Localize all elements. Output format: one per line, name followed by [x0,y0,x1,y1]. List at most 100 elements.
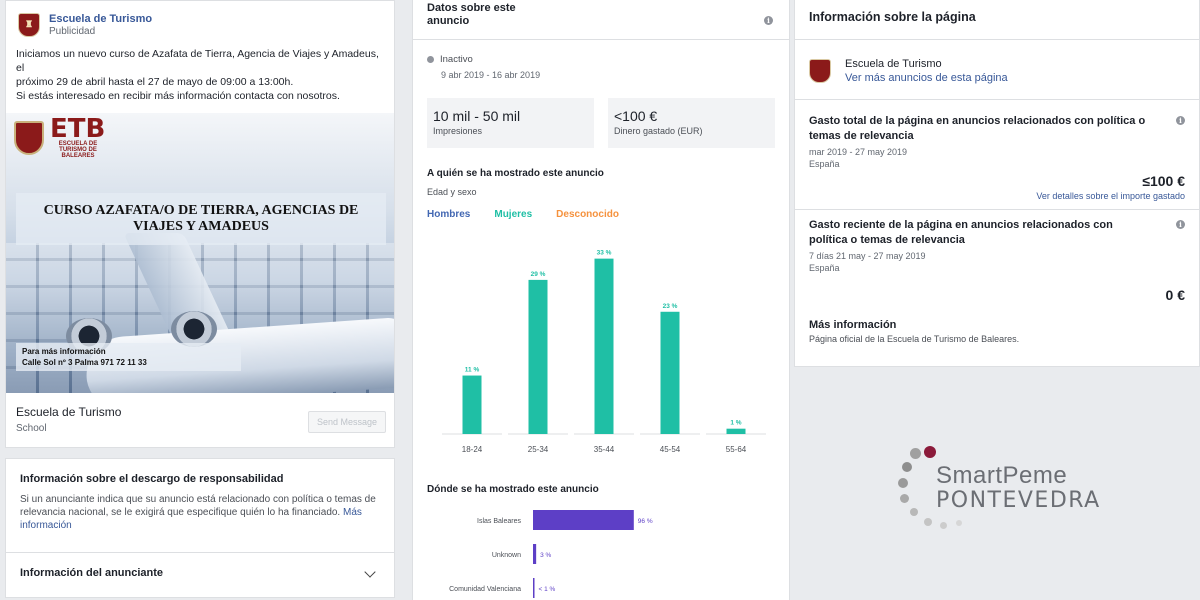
audience-title: A quién se ha mostrado este anuncio [427,168,604,179]
page-name[interactable]: Escuela de Turismo [845,57,942,70]
more-info-link[interactable]: Más información [20,507,362,531]
ad-post: ♜ Escuela de Turismo Publicidad Iniciamo… [5,0,395,448]
ad-image-title: CURSO AZAFATA/O DE TIERRA, AGENCIAS DE V… [43,203,359,234]
info-icon[interactable]: i [764,16,773,25]
ad-preview-column: ♜ Escuela de Turismo Publicidad Iniciamo… [5,0,395,600]
bar-value-label: 23 % [663,303,678,310]
region-value-label: 96 % [638,518,653,525]
etb-logo-subtext: ESCUELA DE TURISMO DE BALEARES [58,141,98,159]
logo-dot [956,520,962,526]
region-label: Unknown [492,552,521,559]
recent-spend-title: Gasto reciente de la página en anuncios … [809,219,1113,246]
logo-dot [940,522,947,529]
age-bar [462,375,482,434]
footer-page-name[interactable]: Escuela de Turismo [16,405,122,419]
ad-image[interactable]: ETB ESCUELA DE TURISMO DE BALEARES CURSO… [6,113,394,393]
more-ads-link[interactable]: Ver más anuncios de esta página [845,71,1008,84]
legend-men[interactable]: Hombres [427,209,471,220]
region-chart: Islas Baleares 96 % Unknown 3 % Comunidad Va… [413,505,791,600]
etb-logo: ETB ESCUELA DE TURISMO DE BALEARES [14,114,106,159]
age-tick-label: 45-54 [660,445,681,454]
region-label: Comunidad Valenciana [449,586,521,593]
recent-spend-country: España [809,263,840,273]
logo-dot [910,448,921,459]
chevron-down-icon [364,565,376,578]
ad-data-panel: Datos sobre este anuncio i Inactivo 9 ab… [412,0,790,600]
post-page-name[interactable]: Escuela de Turismo [49,13,153,25]
legend-unknown[interactable]: Desconocido [556,209,619,220]
age-bar [594,258,614,434]
total-spend-dates: mar 2019 - 27 may 2019 [809,147,908,157]
divider [795,209,1199,210]
smartpeme-logo: SmartPeme PONTEVEDRA [894,440,1114,540]
etb-logo-text: ETB [50,114,106,144]
total-spend-title: Gasto total de la página en anuncios rel… [809,115,1146,142]
info-icon[interactable]: i [1176,116,1185,125]
contact-line: Calle Sol nº 3 Palma 971 72 11 33 [22,358,147,367]
legend-women[interactable]: Mujeres [494,209,533,220]
brand-name: SmartPeme [936,462,1068,489]
disclaimer-body: Si un anunciante indica que su anuncio e… [20,494,376,518]
age-bar [726,428,746,434]
ad-data-title: Datos sobre este anuncio [427,2,516,27]
region-label: Islas Baleares [477,518,521,525]
page-info-column: Información sobre la página Escuela de T… [794,0,1200,600]
post-text-line: Si estás interesado en recibir más infor… [16,90,340,102]
ad-stats: 10 mil - 50 mil Impresiones <100 € Diner… [413,98,789,148]
bar-value-label: 33 % [597,250,612,257]
logo-dot [924,518,932,526]
logo-dot [910,508,918,516]
age-gender-chart-svg: 11 % 18-24 29 % 25-34 33 % 35-44 23 % 45-54 1 % 5… [442,250,766,454]
post-text-line: Iniciamos un nuevo curso de Azafata de T… [16,48,379,74]
bar-value-label: 29 % [531,271,546,278]
spend-box: <100 € Dinero gastado (EUR) [608,98,775,148]
ad-data-header: Datos sobre este anuncio i [413,0,789,40]
region-bar [533,510,634,530]
ad-status: Inactivo 9 abr 2019 - 16 abr 2019 [413,40,789,80]
contact-line: Para más información [22,347,106,356]
logo-dot [898,478,908,488]
airplane-engine [171,311,217,347]
total-spend-country: España [809,159,840,169]
total-spend-value: ≤100 € [1142,173,1185,189]
region-chart-svg: Islas Baleares 96 % Unknown 3 % Comunidad Va… [449,510,653,598]
info-icon[interactable]: i [1176,220,1185,229]
age-bar [660,311,680,434]
recent-spend-section: Gasto reciente de la página en anuncios … [795,210,1199,303]
bar-value-label: 1 % [730,420,741,427]
send-message-button[interactable]: Send Message [308,411,386,433]
advertiser-info-toggle[interactable]: Información del anunciante [6,553,394,593]
age-tick-label: 35-44 [594,445,615,454]
status-text: Inactivo [440,54,473,65]
page-avatar[interactable] [809,58,831,83]
footer-category: School [16,423,47,434]
recent-spend-value: 0 € [1165,287,1185,303]
page-info-panel: Información sobre la página Escuela de T… [794,0,1200,367]
region-value-label: < 1 % [539,586,556,593]
disclaimer-panel: Información sobre el descargo de respons… [5,458,395,598]
status-dot-icon [427,56,434,63]
age-tick-label: 18-24 [462,445,483,454]
spend-details-link[interactable]: Ver detalles sobre el importe gastado [1036,191,1185,201]
age-gender-chart: 11 % 18-24 29 % 25-34 33 % 35-44 23 % 45-54 1 % 5… [413,230,791,460]
shield-icon: ♜ [24,20,34,30]
recent-spend-dates: 7 días 21 may - 27 may 2019 [809,251,926,261]
more-info-title: Más información [809,319,897,331]
age-gender-label: Edad y sexo [427,187,477,197]
where-title: Dónde se ha mostrado este anuncio [427,484,599,495]
sponsored-label: Publicidad [49,26,96,37]
etb-shield-icon [14,121,44,155]
region-bar [533,544,537,564]
impressions-box: 10 mil - 50 mil Impresiones [427,98,594,148]
logo-dot [924,446,936,458]
bar-value-label: 11 % [465,367,480,374]
ad-image-contact: Para más información Calle Sol nº 3 Palm… [16,343,241,371]
region-value-label: 3 % [540,552,551,559]
status-dates: 9 abr 2019 - 16 abr 2019 [441,70,541,80]
divider [6,552,394,553]
post-footer: Escuela de Turismo School Send Message [6,393,394,448]
impressions-label: Impresiones [433,126,483,136]
age-tick-label: 55-64 [726,445,747,454]
age-bar [528,279,548,434]
page-avatar[interactable]: ♜ [18,13,40,37]
